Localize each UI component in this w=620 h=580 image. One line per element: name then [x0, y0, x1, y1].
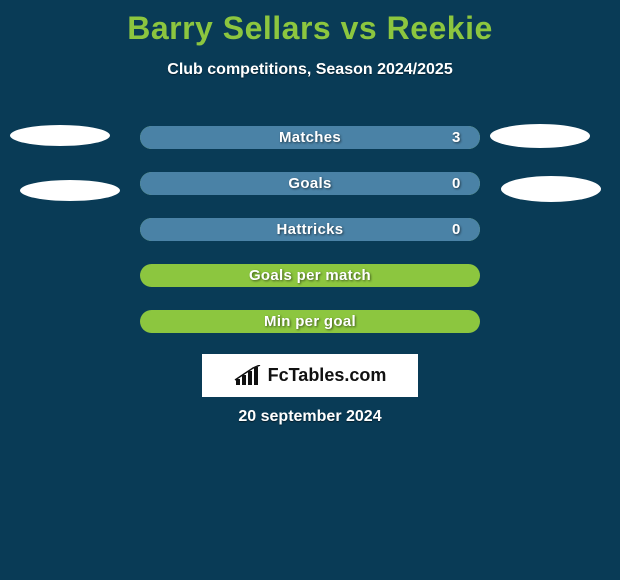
title-vs: vs — [341, 10, 378, 46]
bar-value: 0 — [452, 218, 460, 241]
stat-rows: Matches3Goals0Hattricks0Goals per matchM… — [0, 124, 620, 354]
player1-name: Barry Sellars — [127, 10, 331, 46]
bar-label: Hattricks — [140, 218, 480, 241]
bar-label: Goals — [140, 172, 480, 195]
player-ellipse — [501, 176, 601, 202]
bar-value: 3 — [452, 126, 460, 149]
player-ellipse — [20, 180, 120, 201]
stat-row: Goals per match — [0, 262, 620, 308]
stat-row: Min per goal — [0, 308, 620, 354]
page-title: Barry Sellars vs Reekie — [0, 0, 620, 47]
bar-value: 0 — [452, 172, 460, 195]
bar-label: Matches — [140, 126, 480, 149]
date: 20 september 2024 — [0, 408, 620, 426]
bar-chart-icon — [234, 365, 262, 387]
player-ellipse — [10, 125, 110, 146]
fctables-logo: FcTables.com — [202, 354, 418, 397]
player-ellipse — [490, 124, 590, 148]
logo-text: FcTables.com — [268, 365, 387, 386]
bar-label: Goals per match — [140, 264, 480, 287]
stat-row: Hattricks0 — [0, 216, 620, 262]
subtitle: Club competitions, Season 2024/2025 — [0, 61, 620, 79]
comparison-infographic: Barry Sellars vs Reekie Club competition… — [0, 0, 620, 580]
bar-label: Min per goal — [140, 310, 480, 333]
player2-name: Reekie — [387, 10, 493, 46]
